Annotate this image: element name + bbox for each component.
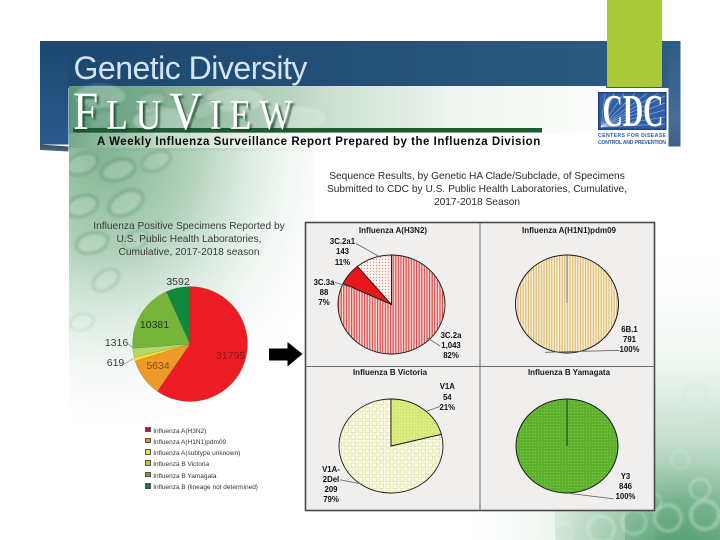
svg-text:Genetic Diversity: Genetic Diversity: [74, 50, 308, 86]
svg-text:CDC: CDC: [603, 86, 664, 136]
svg-text:CONTROL AND PREVENTION: CONTROL AND PREVENTION: [598, 140, 666, 146]
svg-text:A Weekly Influenza Surveillanc: A Weekly Influenza Surveillance Report P…: [97, 136, 541, 148]
svg-text:CENTERS FOR DISEASE: CENTERS FOR DISEASE: [598, 133, 667, 139]
svg-text:FLUVIEW: FLUVIEW: [73, 81, 300, 141]
